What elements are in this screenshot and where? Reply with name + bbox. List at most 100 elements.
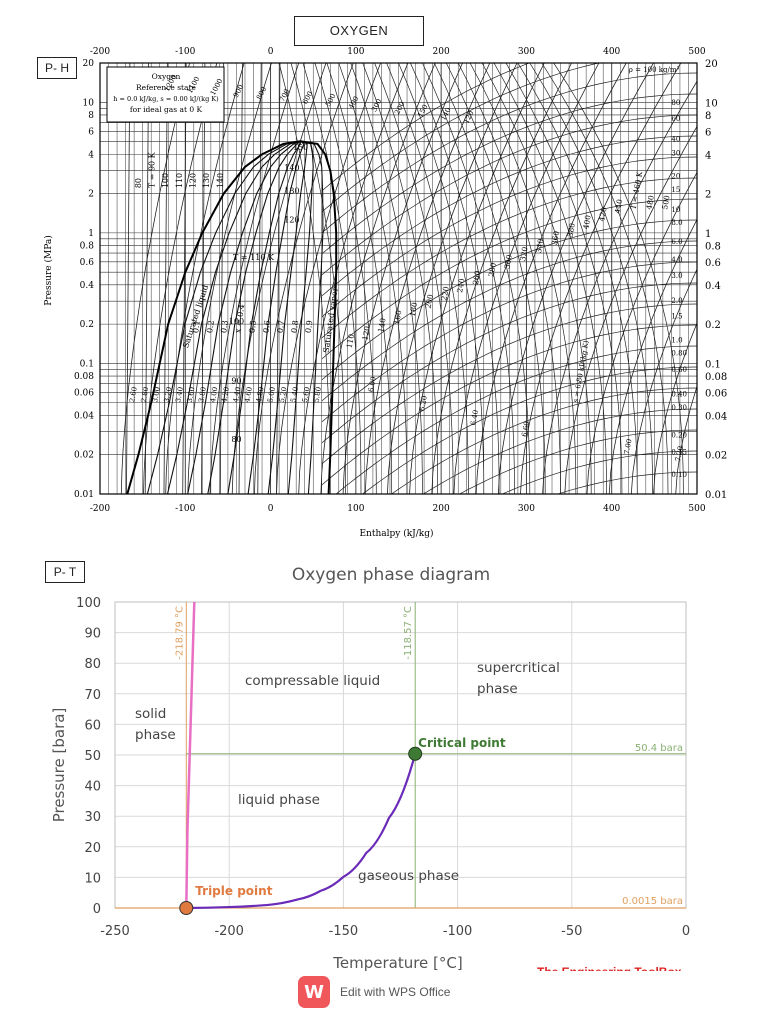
- ph-density-label: 40: [671, 136, 680, 144]
- ph-saturated-liquid-curve: [126, 140, 301, 494]
- ph-entropy-label: 3.60: [186, 386, 197, 403]
- ph-y-tick-right: 0.02: [705, 451, 727, 462]
- ph-quality-label: 0.8: [290, 320, 301, 334]
- ph-density-label: 8.0: [671, 219, 682, 227]
- ph-entropy-label: 3.40: [174, 386, 185, 403]
- ph-left-isotherm-label: 100: [161, 173, 170, 188]
- ph-x-tick-top: 200: [433, 47, 450, 57]
- ph-legend-line: h = 0.0 kJ/kg, s = 0.00 kJ/(kg K): [113, 95, 219, 103]
- pt-y-tick: 80: [84, 657, 101, 672]
- ph-entropy-line: [165, 63, 245, 494]
- ph-entropy-line: [675, 385, 697, 494]
- ph-quality-line: [247, 140, 305, 494]
- ph-y-tick-right: 0.8: [705, 242, 721, 253]
- ph-y-tick-left: 10: [83, 98, 95, 108]
- ph-x-axis-label: Enthalpy (kJ/kg): [359, 528, 433, 539]
- ph-dome-isotherm-label: 80: [231, 435, 241, 444]
- ph-vapor-isotherm-label: 340: [534, 238, 545, 254]
- ph-entropy-line: [298, 63, 409, 494]
- ph-quality-label: 0.5: [247, 320, 258, 334]
- ph-y-tick-left: 0.08: [74, 372, 94, 382]
- ph-density-label: 20: [671, 173, 680, 181]
- ph-left-isotherm-label: 110: [175, 173, 184, 188]
- ph-diagram-label: P- H: [37, 57, 77, 79]
- ph-entropy-label: 5.20: [278, 386, 289, 403]
- ph-entropy-label: 4.60: [243, 386, 254, 403]
- ph-y-tick-right: 0.4: [705, 281, 721, 292]
- ph-plot-area: [100, 63, 697, 494]
- ph-y-tick-right: 6: [705, 127, 711, 138]
- ph-density-line: [321, 93, 697, 255]
- ph-density-line: [362, 366, 697, 494]
- ph-quality-label: x = 0.4: [233, 304, 246, 334]
- ph-isotherm-line: [338, 63, 408, 494]
- ph-entropy-label: 6.60: [521, 421, 532, 438]
- ph-vapor-isotherm-label: 120: [360, 325, 371, 341]
- ph-isotherm-line: [481, 63, 592, 494]
- ph-y-tick-right: 0.2: [705, 320, 721, 331]
- ph-entropy-line: [364, 63, 491, 494]
- ph-x-tick-top: 400: [603, 47, 620, 57]
- ph-density-label: 2.0: [671, 297, 682, 305]
- ph-isotherm-line: [278, 63, 331, 494]
- ph-y-tick-right: 0.6: [705, 258, 721, 269]
- wps-footer[interactable]: W Edit with WPS Office: [298, 976, 450, 1008]
- pt-chart: Oxygen phase diagram -218.79 °C -118.57 °C…: [50, 565, 690, 972]
- ph-density-label: 0.15: [671, 449, 687, 457]
- ph-entropy-line: [542, 80, 697, 494]
- ph-quality-line: [300, 140, 324, 494]
- pt-y-axis-label: Pressure [bara]: [50, 708, 68, 823]
- ph-vapor-isotherm-label: 360: [550, 230, 561, 246]
- ph-y-tick-left: 8: [88, 111, 94, 121]
- wps-logo-icon[interactable]: W: [298, 976, 330, 1008]
- ph-saturated-vapor-curve: [300, 140, 338, 494]
- ph-quality-line: [287, 140, 314, 494]
- ph-entropy-line: [586, 171, 697, 494]
- ph-density-label: 0.30: [671, 404, 687, 412]
- ph-entropy-line: [520, 63, 682, 494]
- ph-legend-line: Reference state: [136, 83, 197, 92]
- ph-density-line: [321, 261, 697, 423]
- ph-density-label: 60: [671, 115, 680, 123]
- ph-y-tick-right: 8: [705, 111, 711, 122]
- pt-region-label: phase: [135, 727, 176, 743]
- ph-entropy-label: 6.00: [367, 376, 378, 393]
- ph-x-tick-top: 0: [268, 47, 274, 57]
- ph-isotherm-line: [457, 63, 561, 494]
- ph-density-label: 10: [671, 206, 680, 214]
- ph-density-label: 1.5: [671, 313, 682, 321]
- wps-edit-link[interactable]: Edit with WPS Office: [340, 985, 451, 999]
- pt-ref-label-critical-pressure: 50.4 bara: [635, 743, 683, 754]
- ph-quality-label: 0.1: [191, 320, 202, 334]
- pt-melting-curve: [185, 601, 196, 909]
- ph-entropy-label: 3.00: [151, 386, 162, 403]
- ph-y-tick-right: 0.04: [705, 411, 727, 422]
- ph-entropy-line: [409, 63, 545, 494]
- pt-y-tick: 100: [76, 596, 101, 611]
- pt-y-tick: 0: [93, 902, 101, 917]
- ph-y-tick-right: 10: [705, 98, 718, 109]
- ph-vapor-isotherm-label: 500: [660, 194, 671, 210]
- pt-y-tick: 50: [84, 749, 101, 764]
- ph-density-line: [321, 303, 697, 465]
- ph-vapor-isotherm-label: 320: [518, 246, 529, 262]
- ph-density-label: 0.10: [671, 471, 687, 479]
- ph-vapor-isotherm-label: 220: [439, 285, 450, 301]
- ph-entropy-line: [320, 63, 436, 494]
- ph-entropy-line: [342, 63, 463, 494]
- ph-isotherm-line: [529, 63, 654, 494]
- ph-quality-line: [207, 140, 301, 494]
- pt-region-label: gaseous phase: [358, 868, 459, 884]
- ph-quality-label: 0.3: [219, 320, 230, 334]
- ph-y-tick-left: 20: [83, 59, 95, 69]
- ph-isotherm-line: [386, 63, 469, 494]
- ph-isotherm-line: [302, 63, 362, 494]
- ph-density-label: 0.60: [671, 366, 687, 374]
- ph-y-tick-left: 0.01: [74, 490, 94, 500]
- ph-quality-line: [146, 140, 301, 494]
- pt-x-tick: 0: [682, 924, 690, 939]
- pt-y-tick: 30: [84, 810, 101, 825]
- ph-quality-line: [227, 141, 301, 494]
- ph-density-line: [458, 429, 697, 494]
- ph-density-label: 0.80: [671, 350, 687, 358]
